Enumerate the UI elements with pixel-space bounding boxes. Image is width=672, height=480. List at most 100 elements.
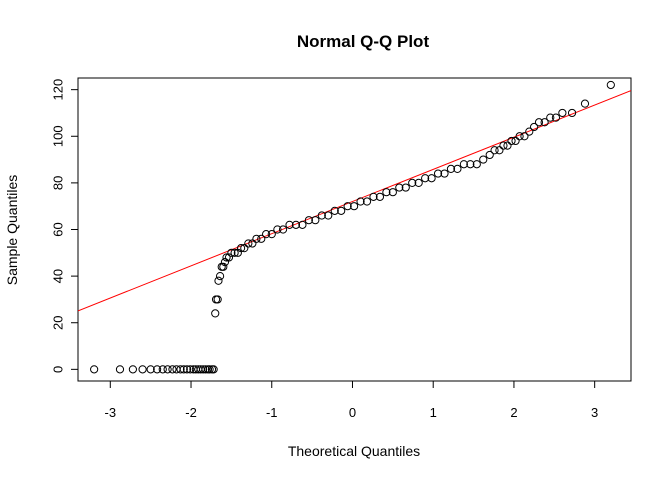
data-point: [179, 365, 188, 374]
data-point: [551, 113, 561, 122]
y-tick-label: 120: [51, 79, 66, 101]
data-point: [382, 188, 391, 197]
data-point: [146, 365, 155, 374]
data-point: [214, 276, 223, 285]
data-point: [466, 160, 475, 169]
data-point: [209, 365, 218, 374]
data-point: [324, 211, 333, 220]
x-tick-label: 1: [430, 405, 437, 420]
data-point: [219, 262, 228, 271]
data-point: [199, 365, 208, 374]
data-point: [546, 113, 555, 122]
data-point: [115, 365, 125, 374]
y-tick-label: 60: [51, 222, 66, 236]
data-point: [278, 225, 288, 234]
data-point: [479, 155, 488, 164]
data-point: [453, 164, 462, 173]
data-point: [485, 150, 494, 160]
data-point: [375, 192, 385, 201]
data-point: [222, 253, 231, 262]
data-point: [153, 365, 162, 374]
data-point: [530, 122, 539, 132]
data-point: [401, 183, 410, 192]
y-axis-label: Sample Quantiles: [4, 175, 20, 286]
chart-title: Normal Q-Q Plot: [297, 32, 430, 51]
data-point: [168, 365, 177, 374]
data-point: [330, 206, 339, 215]
data-point: [285, 220, 294, 229]
x-tick-label: -3: [105, 405, 117, 420]
data-point: [304, 216, 313, 225]
data-point: [182, 365, 192, 374]
data-point: [472, 160, 481, 169]
data-point: [567, 108, 577, 118]
data-point: [558, 108, 567, 118]
data-point: [511, 136, 520, 146]
data-point: [128, 365, 137, 374]
data-point: [298, 220, 307, 229]
data-point: [176, 365, 185, 374]
reference-line-layer: [78, 90, 631, 312]
data-point: [262, 230, 271, 239]
data-point: [421, 174, 430, 183]
data-point: [540, 118, 549, 127]
data-point: [414, 178, 423, 187]
data-point: [158, 365, 167, 374]
data-point: [337, 206, 346, 215]
data-point: [369, 192, 378, 201]
x-tick-label: -2: [185, 405, 197, 420]
data-point: [273, 225, 282, 234]
data-point: [230, 248, 239, 257]
data-point: [211, 309, 220, 318]
data-point: [220, 258, 230, 267]
data-point: [90, 365, 99, 374]
data-point: [138, 365, 147, 374]
y-tick-label: 40: [51, 269, 66, 283]
data-point: [186, 365, 195, 374]
data-point: [388, 188, 397, 197]
data-point: [433, 169, 443, 178]
data-point: [395, 183, 404, 192]
data-point: [244, 239, 253, 248]
data-point: [534, 118, 544, 127]
data-point: [317, 211, 326, 220]
data-point: [252, 234, 261, 243]
data-point: [490, 146, 499, 155]
data-point: [257, 234, 266, 243]
x-tick-label: 3: [591, 405, 598, 420]
x-tick-label: -1: [266, 405, 278, 420]
data-point: [211, 295, 221, 304]
x-axis-label: Theoretical Quantiles: [288, 443, 420, 459]
y-axis: 0 20 40 60 80 100 120: [51, 79, 79, 373]
y-tick-label: 0: [51, 366, 66, 373]
data-point: [227, 248, 236, 257]
data-point: [224, 253, 234, 262]
data-point: [349, 202, 359, 211]
data-point: [606, 80, 615, 90]
data-point: [427, 174, 436, 183]
qq-reference-line: [78, 90, 631, 312]
data-point: [236, 244, 246, 253]
y-tick-label: 20: [51, 315, 66, 329]
data-point: [291, 220, 301, 229]
data-point: [248, 239, 257, 248]
data-point: [520, 132, 529, 141]
data-point: [525, 127, 534, 136]
data-point: [446, 164, 456, 173]
x-tick-label: 0: [349, 405, 356, 420]
x-tick-label: 2: [510, 405, 517, 420]
data-point: [213, 295, 222, 304]
y-tick-label: 80: [51, 176, 66, 190]
x-axis: -3 -2 -1 0 1 2 3: [105, 380, 598, 420]
data-point: [495, 146, 504, 155]
data-point: [311, 216, 320, 225]
data-point: [267, 230, 276, 239]
data-point: [163, 365, 172, 374]
data-point: [356, 197, 365, 206]
data-point: [205, 365, 214, 374]
data-point: [515, 132, 524, 141]
data-point: [215, 272, 225, 281]
data-point: [459, 160, 468, 169]
data-point: [440, 169, 449, 178]
